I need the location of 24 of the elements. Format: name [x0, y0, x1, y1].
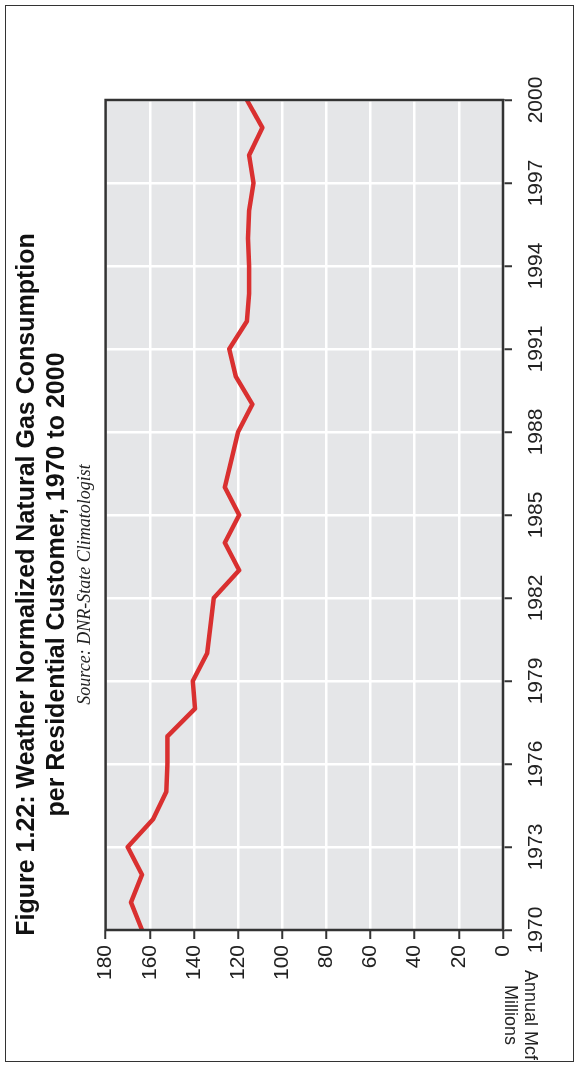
x-tick-label: 40 [401, 945, 425, 969]
y-tick-label: 1982 [522, 574, 546, 622]
x-tick-label: 100 [269, 945, 293, 981]
y-tick-label: 1970 [522, 906, 546, 954]
text: Figure 1.22: Weather Normalized Natural Gas Consumption per Residential Customer, 1970 to 2000 [10, 233, 69, 936]
x-tick-label: 0 [489, 945, 513, 957]
y-tick-label: 1973 [522, 823, 546, 871]
source-note: Source: DNR-State Climatologist [73, 463, 94, 705]
x-tick-label: 80 [313, 945, 337, 969]
y-tick-label: 1994 [522, 242, 546, 290]
x-tick-label: 120 [224, 945, 248, 981]
x-tick-label: 60 [357, 945, 381, 969]
y-tick-label: 1997 [522, 159, 546, 207]
y-tick-label: 1988 [522, 408, 546, 456]
x-tick-label: 160 [136, 945, 160, 981]
y-tick-label: 1976 [522, 740, 546, 788]
y-tick-label: 1979 [522, 657, 546, 705]
y-axis-title: Annual Mcf Millions [501, 969, 542, 1062]
x-tick-label: 20 [445, 945, 469, 969]
y-tick-label: 1985 [522, 491, 546, 539]
y-tick-label: 2000 [522, 76, 546, 124]
y-tick-label: 1991 [522, 325, 546, 373]
x-tick-label: 180 [92, 945, 116, 981]
x-tick-label: 140 [180, 945, 204, 981]
